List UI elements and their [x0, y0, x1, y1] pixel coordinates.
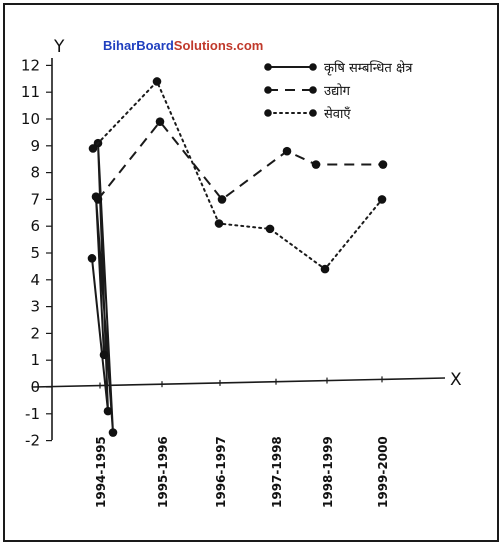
legend: कृषि सम्बन्धित क्षेत्र उद्योग सेवाएँ [264, 60, 413, 122]
legend-marker [309, 86, 317, 94]
y-tick-label: 7 [30, 190, 40, 208]
legend-marker [309, 109, 317, 117]
legend-marker [264, 63, 272, 71]
x-axis-label: X [450, 370, 462, 390]
x-tick-label: 1996-1997 [214, 436, 228, 508]
legend-label: उद्योग [324, 83, 351, 99]
data-point [377, 195, 387, 204]
legend-label: सेवाएँ [324, 106, 351, 122]
x-ticks: 1994-1995 1995-1996 1996-1997 1997-1998 1998… [94, 376, 390, 508]
y-tick-label: 5 [30, 244, 40, 262]
watermark-part-2: Solutions [174, 38, 233, 53]
y-tick-label: -1 [25, 405, 40, 423]
legend-marker [264, 86, 272, 94]
y-tick-label: 8 [30, 164, 40, 182]
x-tick-label: 1998-1999 [321, 436, 335, 508]
chart-frame [3, 3, 499, 542]
x-tick-label: 1999-2000 [376, 436, 390, 508]
x-tick-label: 1995-1996 [156, 436, 170, 508]
x-axis [32, 377, 446, 388]
y-tick-label: 10 [21, 110, 40, 128]
y-tick-label: 11 [21, 83, 40, 101]
data-point [155, 117, 165, 126]
data-point [282, 146, 292, 156]
data-point [378, 160, 388, 169]
data-point [88, 144, 98, 153]
series-line-1 [97, 120, 383, 201]
y-tick-label: 4 [30, 271, 40, 289]
y-tick-label: 1 [30, 351, 40, 369]
data-point [217, 195, 227, 204]
watermark: BiharBoardSolutions.com [103, 38, 263, 53]
y-tick-label: 0 [30, 378, 40, 396]
y-tick-label: 2 [30, 324, 40, 342]
series-group [87, 77, 388, 437]
legend-marker [264, 109, 272, 117]
y-tick-label: 12 [21, 56, 40, 74]
y-axis-label: Y [53, 37, 65, 57]
x-tick-label: 1994-1995 [94, 436, 108, 508]
data-point [87, 254, 97, 263]
data-point [99, 350, 109, 360]
series-line-0 [91, 143, 114, 433]
data-point [108, 428, 118, 437]
y-tick-label: -2 [25, 432, 40, 450]
data-point [103, 406, 113, 416]
watermark-part-1: BiharBoard [103, 38, 174, 53]
data-point [93, 195, 103, 204]
series-line-2 [92, 79, 383, 271]
watermark-part-3: .com [233, 38, 263, 53]
y-tick-label: 9 [30, 137, 40, 155]
data-point [265, 224, 275, 234]
y-tick-label: 3 [30, 298, 40, 316]
legend-marker [309, 63, 317, 71]
data-point [214, 219, 224, 228]
data-point [320, 264, 330, 274]
data-point [311, 160, 321, 169]
data-point [152, 77, 162, 86]
y-tick-label: 6 [30, 217, 40, 235]
legend-label: कृषि सम्बन्धित क्षेत्र [324, 60, 413, 76]
x-tick-label: 1997-1998 [270, 436, 284, 508]
